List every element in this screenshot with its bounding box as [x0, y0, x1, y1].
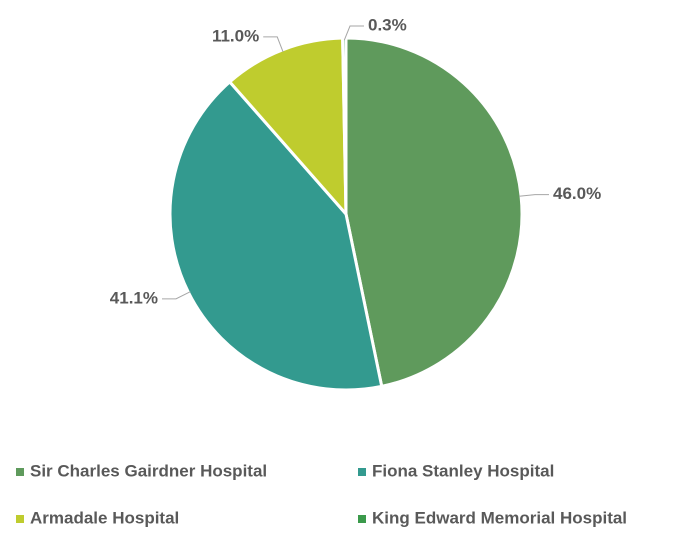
data-label: 11.0% [212, 26, 259, 45]
data-label: 46.0% [553, 184, 601, 203]
legend-label: Armadale Hospital [30, 508, 179, 527]
leader-line [519, 194, 550, 197]
legend-label: Sir Charles Gairdner Hospital [30, 461, 267, 480]
data-label: 0.3% [368, 15, 407, 34]
legend-swatch [16, 515, 24, 523]
legend-label: King Edward Memorial Hospital [372, 508, 627, 527]
leader-line [343, 25, 364, 41]
legend-swatch [358, 515, 366, 523]
legend-swatch [358, 468, 366, 476]
leader-line [263, 36, 284, 52]
leader-line [161, 291, 191, 300]
legend-swatch [16, 468, 24, 476]
pie-slice [341, 36, 348, 215]
data-label: 41.1% [110, 288, 158, 307]
legend-label: Fiona Stanley Hospital [372, 461, 554, 480]
